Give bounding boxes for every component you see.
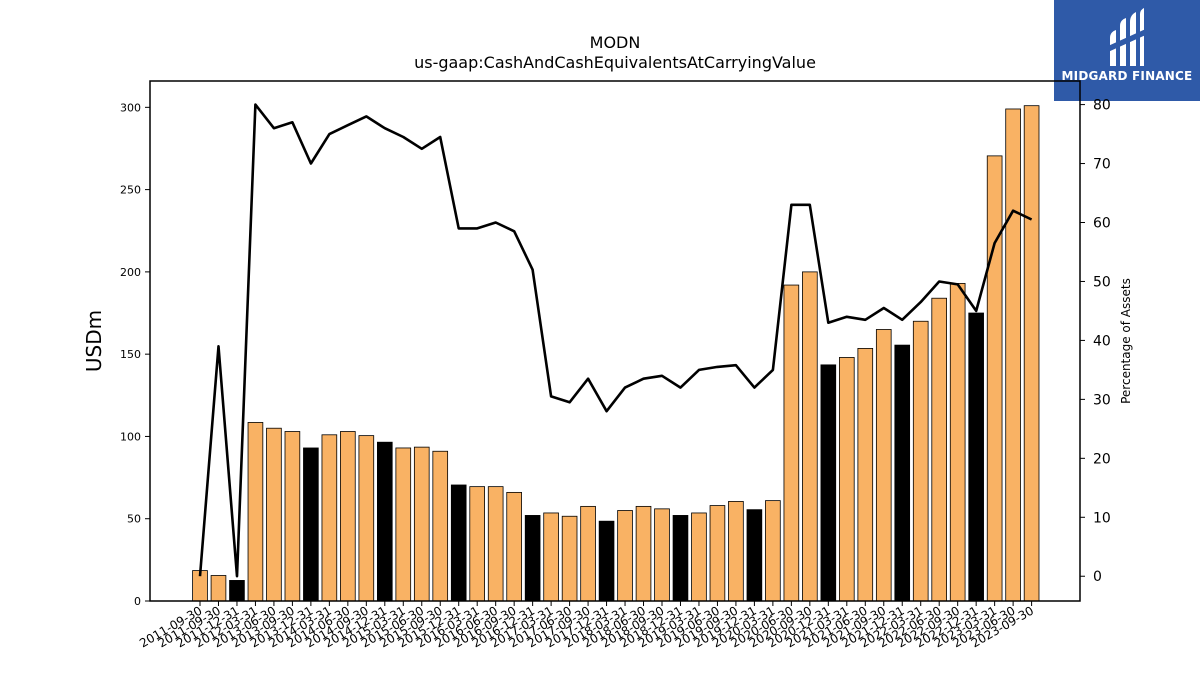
bar: [376, 441, 393, 602]
y2-tick-label: 20: [1093, 451, 1111, 467]
bar: [543, 512, 559, 602]
y2-tick-label: 80: [1093, 98, 1111, 114]
bar: [561, 515, 578, 602]
bar: [506, 491, 522, 602]
bar: [765, 500, 781, 602]
bar-series: [192, 105, 1040, 602]
y2-tick-label: 10: [1093, 510, 1111, 526]
bar: [413, 446, 430, 602]
bar: [284, 431, 301, 602]
bar: [450, 484, 467, 602]
bar: [820, 364, 837, 602]
bar: [395, 447, 412, 602]
axis-labels: 050100150200250300010203040506070802011-…: [82, 98, 1133, 651]
bar: [580, 505, 596, 602]
bar: [321, 434, 338, 602]
y-tick-label: 100: [120, 430, 141, 443]
bar: [524, 515, 541, 602]
bar: [839, 357, 855, 602]
bar: [968, 312, 984, 602]
bar: [1023, 105, 1040, 602]
y-tick-label: 200: [120, 266, 141, 279]
bar: [432, 450, 449, 602]
bar: [469, 486, 485, 602]
brand-logo: MIDGARD FINANCE: [1054, 0, 1200, 101]
bar: [266, 427, 282, 602]
bar: [894, 344, 911, 602]
y-tick-label: 50: [127, 513, 141, 526]
y2-tick-label: 0: [1093, 569, 1102, 585]
bar: [1005, 108, 1021, 602]
bar: [691, 512, 707, 602]
percentage-line: [198, 103, 1033, 578]
bar: [802, 271, 818, 602]
line-series-layer: [198, 103, 1033, 578]
y2-tick-label: 70: [1093, 157, 1111, 173]
y-axis-label: USDm: [82, 310, 106, 372]
y-tick-label: 150: [120, 348, 141, 361]
axes: [145, 80, 1085, 606]
bar: [229, 580, 245, 602]
y2-tick-label: 50: [1093, 274, 1111, 290]
bar: [783, 284, 800, 602]
bar: [654, 508, 670, 602]
bar: [617, 510, 633, 602]
bar: [931, 297, 947, 602]
y2-tick-label: 60: [1093, 215, 1111, 231]
bar: [709, 505, 726, 602]
chart-subtitle: us-gaap:CashAndCashEquivalentsAtCarrying…: [414, 53, 816, 72]
brand-name: MIDGARD FINANCE: [1061, 69, 1193, 83]
chart-title: MODN: [589, 33, 641, 52]
y2-axis-label: Percentage of Assets: [1119, 278, 1133, 404]
y-tick-label: 0: [134, 595, 141, 608]
bar: [247, 422, 264, 602]
y-tick-label: 250: [120, 184, 141, 197]
bar: [912, 320, 929, 602]
bar: [986, 155, 1003, 602]
bar: [672, 515, 689, 602]
bar: [875, 329, 892, 602]
y2-tick-label: 30: [1093, 392, 1111, 408]
midgard-m-logo-icon: [1108, 8, 1148, 66]
bar: [303, 447, 319, 602]
bar: [358, 435, 375, 602]
bar: [635, 505, 652, 602]
bar: [210, 575, 227, 602]
bar: [487, 486, 504, 602]
bar: [728, 501, 744, 602]
bar: [949, 283, 966, 602]
y-tick-label: 300: [120, 101, 141, 114]
y2-tick-label: 40: [1093, 333, 1111, 349]
bar: [340, 431, 356, 602]
plot-frame: [149, 80, 1081, 602]
bar: [857, 348, 874, 602]
bar: [746, 509, 763, 602]
bar: [598, 520, 615, 602]
